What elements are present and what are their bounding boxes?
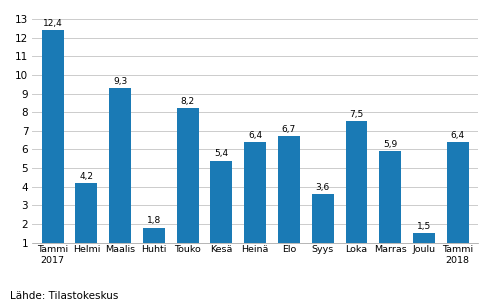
Bar xyxy=(312,194,334,243)
Bar xyxy=(346,121,367,243)
Bar xyxy=(413,233,435,243)
Bar xyxy=(244,142,266,243)
Bar xyxy=(75,183,98,243)
Text: 12,4: 12,4 xyxy=(43,19,63,28)
Text: 9,3: 9,3 xyxy=(113,77,127,86)
Bar xyxy=(143,228,165,243)
Text: 1,8: 1,8 xyxy=(147,216,161,225)
Text: 7,5: 7,5 xyxy=(350,110,364,119)
Text: 6,4: 6,4 xyxy=(248,131,262,140)
Text: Lähde: Tilastokeskus: Lähde: Tilastokeskus xyxy=(10,291,118,301)
Bar xyxy=(42,30,64,243)
Text: 8,2: 8,2 xyxy=(180,97,195,106)
Text: 5,9: 5,9 xyxy=(383,140,397,149)
Bar xyxy=(176,109,199,243)
Text: 4,2: 4,2 xyxy=(79,172,94,181)
Bar xyxy=(379,151,401,243)
Bar xyxy=(211,161,232,243)
Text: 1,5: 1,5 xyxy=(417,222,431,231)
Bar xyxy=(278,136,300,243)
Text: 3,6: 3,6 xyxy=(316,183,330,192)
Text: 5,4: 5,4 xyxy=(214,149,229,158)
Text: 6,7: 6,7 xyxy=(282,125,296,134)
Bar xyxy=(447,142,469,243)
Text: 6,4: 6,4 xyxy=(451,131,465,140)
Bar xyxy=(109,88,131,243)
